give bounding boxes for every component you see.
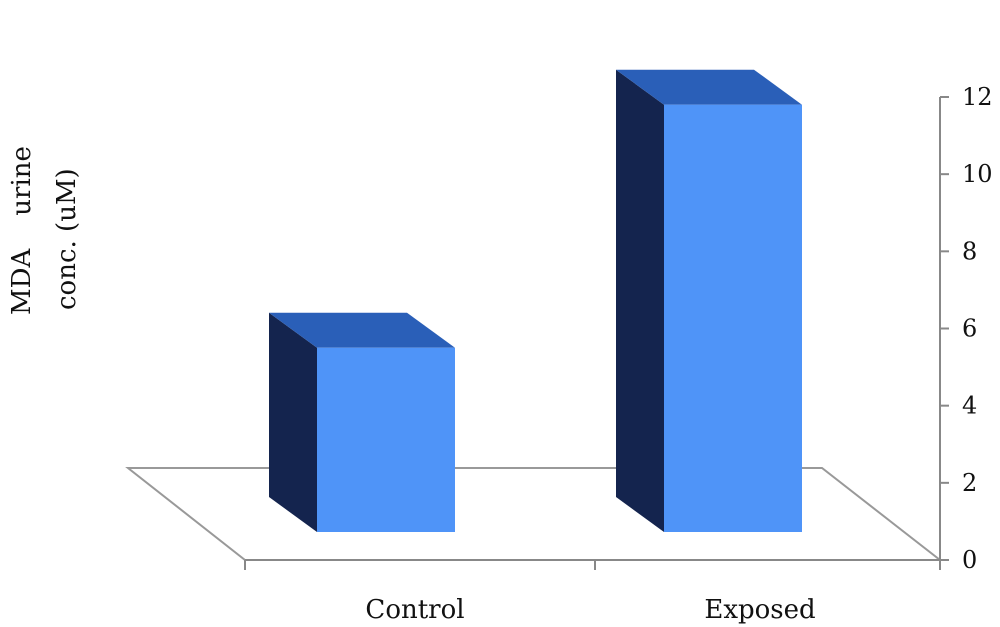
bar-front-face <box>317 347 455 532</box>
bar <box>269 312 455 532</box>
y-tick-label: 10 <box>962 160 993 188</box>
bar <box>616 69 802 532</box>
bar-front-face <box>664 104 802 532</box>
y-tick-label: 12 <box>962 83 993 111</box>
y-tick-label: 0 <box>962 546 977 574</box>
y-tick-label: 2 <box>962 469 977 497</box>
x-axis: Control Exposed <box>244 559 941 625</box>
y-tick-label: 8 <box>962 237 977 265</box>
bar-top-face <box>616 69 802 105</box>
y-axis: 0 2 4 6 8 10 12 <box>939 83 993 574</box>
floor-plane <box>125 467 943 561</box>
y-axis-title-line2: conc. (uM) <box>52 168 82 310</box>
chart-floor <box>125 467 943 561</box>
bar-side-face <box>269 312 317 532</box>
y-tick-label: 4 <box>962 392 977 420</box>
bars <box>269 69 802 532</box>
x-category-label: Exposed <box>704 595 815 625</box>
bar-top-face <box>269 312 455 348</box>
y-tick-label: 6 <box>962 315 977 343</box>
y-axis-title-line1: MDA urine <box>7 146 37 315</box>
y-axis-title: MDA urine conc. (uM) <box>7 146 82 315</box>
x-category-label: Control <box>365 595 464 625</box>
bar-side-face <box>616 69 664 532</box>
